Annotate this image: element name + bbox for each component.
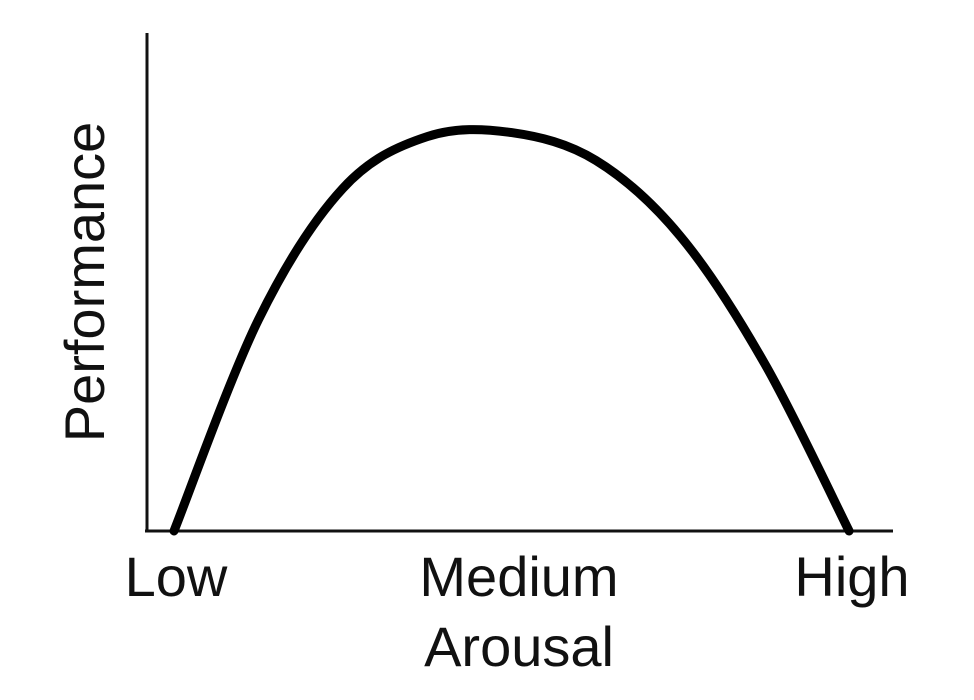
x-tick-label-low: Low [125,545,228,608]
y-axis-label: Performance [53,122,116,443]
x-tick-labels: Low Medium High [125,545,910,608]
x-tick-label-high: High [794,545,909,608]
x-axis-label: Arousal [424,615,614,678]
performance-curve [169,125,854,536]
x-tick-label-medium: Medium [419,545,618,608]
